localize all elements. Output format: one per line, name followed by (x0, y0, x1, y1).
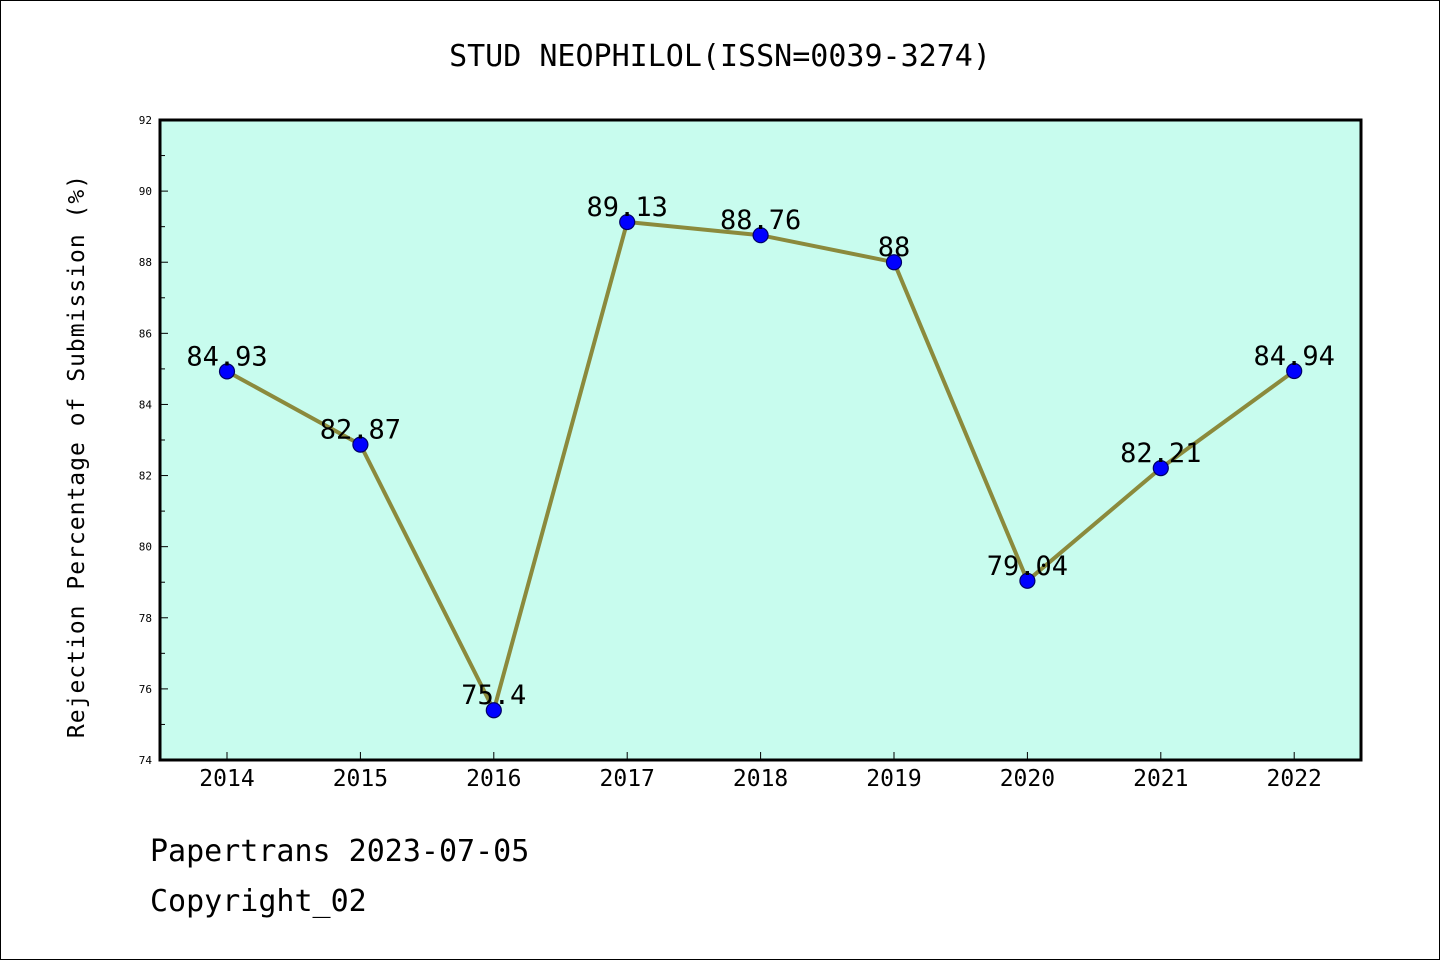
footer-date-text: Papertrans 2023-07-05 (150, 834, 530, 869)
x-tick-label: 2017 (600, 766, 655, 792)
y-axis-label: Rejection Percentage of Submission (%) (64, 174, 90, 738)
data-label: 89.13 (587, 192, 668, 223)
y-tick-label: 84 (139, 398, 153, 411)
x-axis-ticks: 2014 2015 2016 2017 2018 2019 2020 2021 2022 (199, 752, 1322, 792)
x-tick-label: 2021 (1133, 766, 1188, 792)
x-tick-label: 2020 (1000, 766, 1055, 792)
data-point-marker (1019, 572, 1036, 589)
data-label: 84.94 (1254, 341, 1335, 372)
data-point-marker (352, 436, 369, 453)
y-tick-label: 80 (139, 541, 152, 554)
data-label: 88.76 (720, 205, 801, 236)
x-tick-label: 2014 (199, 766, 254, 792)
data-point-marker (752, 227, 769, 244)
x-tick-label: 2019 (866, 766, 921, 792)
data-point-marker (218, 363, 236, 380)
y-tick-label: 88 (139, 256, 152, 269)
y-tick-label: 86 (139, 327, 152, 340)
y-tick-label: 90 (139, 185, 152, 198)
data-label: 82.21 (1120, 438, 1201, 469)
data-point-marker (619, 213, 636, 231)
data-label: 82.87 (320, 415, 401, 446)
x-tick-label: 2018 (733, 766, 788, 792)
y-tick-label: 74 (139, 754, 153, 767)
x-tick-label: 2016 (466, 766, 521, 792)
data-point-marker (1286, 362, 1303, 380)
y-tick-label: 76 (139, 683, 152, 696)
data-label: 75.4 (461, 680, 526, 711)
y-tick-label: 82 (139, 470, 152, 483)
x-tick-label: 2022 (1267, 766, 1322, 792)
y-tick-label: 92 (139, 114, 152, 127)
footer-copyright-text: Copyright_02 (150, 884, 367, 919)
x-tick-label: 2015 (333, 766, 388, 792)
data-label-group: 84.93 82.87 75.4 89.13 88.76 88 79.04 82.21 84.9… (186, 192, 1334, 711)
chart-title: STUD NEOPHILOL(ISSN=0039-3274) (449, 39, 991, 74)
data-point-marker (1152, 459, 1169, 477)
data-label: 84.93 (186, 341, 267, 372)
data-label: 88 (878, 232, 911, 263)
y-axis-ticks: 74 76 78 80 82 84 86 88 90 92 (139, 114, 168, 767)
plot-border (158, 118, 1363, 762)
data-point-marker (485, 702, 502, 719)
data-point-marker (885, 254, 903, 271)
y-tick-label: 78 (139, 612, 152, 625)
marker-group (218, 213, 1303, 719)
data-label: 79.04 (987, 551, 1068, 582)
